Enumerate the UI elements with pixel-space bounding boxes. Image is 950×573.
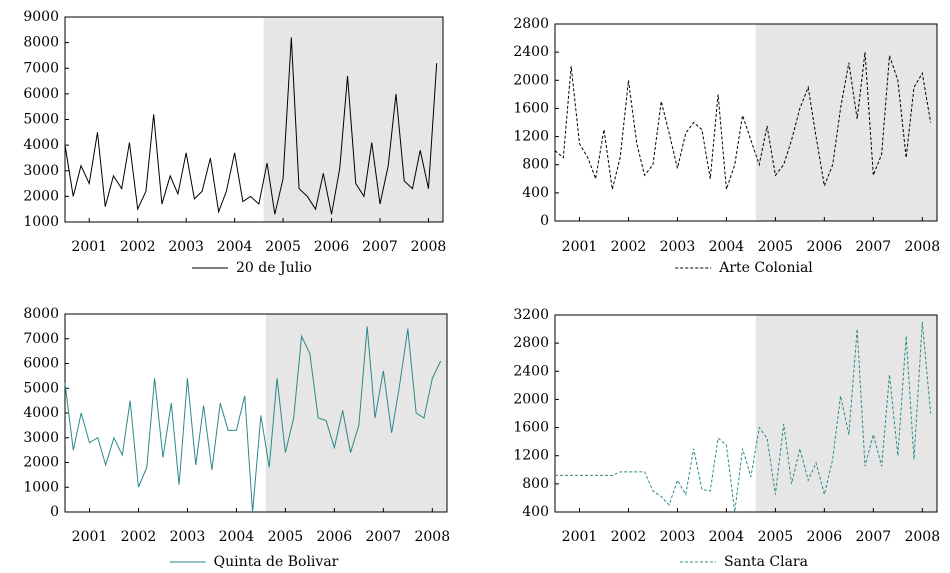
- x-tick-label: 2002: [611, 529, 647, 545]
- y-tick-label: 9000: [23, 9, 59, 25]
- y-tick-label: 5000: [23, 112, 59, 128]
- y-tick-label: 2000: [513, 391, 549, 407]
- y-tick-label: 2400: [513, 44, 549, 60]
- x-tick-label: 2005: [265, 239, 301, 255]
- x-tick-label: 2003: [170, 529, 206, 545]
- legend-label: Santa Clara: [724, 554, 808, 570]
- x-tick-label: 2005: [758, 239, 794, 255]
- y-tick-label: 1600: [513, 420, 549, 436]
- data-line: [64, 37, 438, 215]
- x-tick-label: 2008: [414, 529, 450, 545]
- y-tick-label: 7000: [23, 331, 59, 347]
- y-tick-label: 2000: [513, 72, 549, 88]
- y-tick-label: 6000: [23, 356, 59, 372]
- y-tick-label: 3000: [23, 430, 59, 446]
- y-tick-label: 2000: [23, 455, 59, 471]
- x-tick-label: 2002: [121, 529, 157, 545]
- y-tick-label: 2800: [513, 335, 549, 351]
- x-tick-label: 2005: [758, 529, 794, 545]
- x-tick-label: 2004: [709, 239, 745, 255]
- x-tick-label: 2007: [362, 239, 398, 255]
- y-tick-label: 2400: [513, 363, 549, 379]
- x-tick-label: 2001: [562, 529, 598, 545]
- y-tick-label: 6000: [23, 86, 59, 102]
- x-tick-label: 2001: [71, 239, 107, 255]
- y-tick-label: 4000: [23, 137, 59, 153]
- x-tick-label: 2006: [807, 529, 843, 545]
- y-tick-label: 3200: [513, 307, 549, 323]
- x-tick-label: 2005: [268, 529, 304, 545]
- legend-label: Arte Colonial: [718, 260, 813, 276]
- x-tick-label: 2006: [317, 529, 353, 545]
- shaded-region: [755, 24, 937, 221]
- y-tick-label: 3000: [23, 163, 59, 179]
- x-tick-label: 2007: [366, 529, 402, 545]
- x-tick-label: 2007: [856, 239, 892, 255]
- y-tick-label: 800: [522, 476, 549, 492]
- x-tick-label: 2004: [219, 529, 255, 545]
- legend-label: 20 de Julio: [236, 260, 312, 276]
- x-tick-label: 2002: [611, 239, 647, 255]
- y-tick-label: 2800: [513, 16, 549, 32]
- x-tick-label: 2006: [314, 239, 350, 255]
- x-tick-label: 2003: [660, 529, 696, 545]
- y-tick-label: 1000: [23, 479, 59, 495]
- x-tick-label: 2003: [168, 239, 204, 255]
- x-tick-label: 2004: [709, 529, 745, 545]
- y-tick-label: 0: [50, 504, 59, 520]
- data-line: [64, 326, 442, 513]
- y-tick-label: 400: [522, 185, 549, 201]
- x-tick-label: 2001: [562, 239, 598, 255]
- y-tick-label: 8000: [23, 35, 59, 51]
- y-tick-label: 1200: [513, 448, 549, 464]
- shaded-region: [265, 314, 447, 512]
- x-tick-label: 2004: [217, 239, 253, 255]
- x-tick-label: 2008: [411, 239, 447, 255]
- legend-label: Quinta de Bolivar: [214, 554, 339, 570]
- x-tick-label: 2008: [904, 529, 940, 545]
- y-tick-label: 800: [522, 157, 549, 173]
- data-line: [554, 52, 932, 190]
- y-tick-label: 4000: [23, 405, 59, 421]
- data-line: [555, 321, 932, 513]
- x-tick-label: 2006: [807, 239, 843, 255]
- x-tick-label: 2003: [660, 239, 696, 255]
- x-tick-label: 2008: [904, 239, 940, 255]
- y-tick-label: 7000: [23, 60, 59, 76]
- plot-frame: [554, 23, 938, 222]
- shaded-region: [755, 315, 937, 512]
- y-tick-label: 0: [540, 213, 549, 229]
- x-tick-label: 2007: [856, 529, 892, 545]
- y-tick-label: 1600: [513, 100, 549, 116]
- y-tick-label: 1000: [23, 214, 59, 230]
- x-tick-label: 2001: [72, 529, 108, 545]
- y-tick-label: 400: [522, 504, 549, 520]
- y-tick-label: 8000: [23, 306, 59, 322]
- plot-frame: [554, 314, 938, 513]
- y-tick-label: 5000: [23, 380, 59, 396]
- y-tick-label: 2000: [23, 188, 59, 204]
- y-tick-label: 1200: [513, 129, 549, 145]
- x-tick-label: 2002: [120, 239, 156, 255]
